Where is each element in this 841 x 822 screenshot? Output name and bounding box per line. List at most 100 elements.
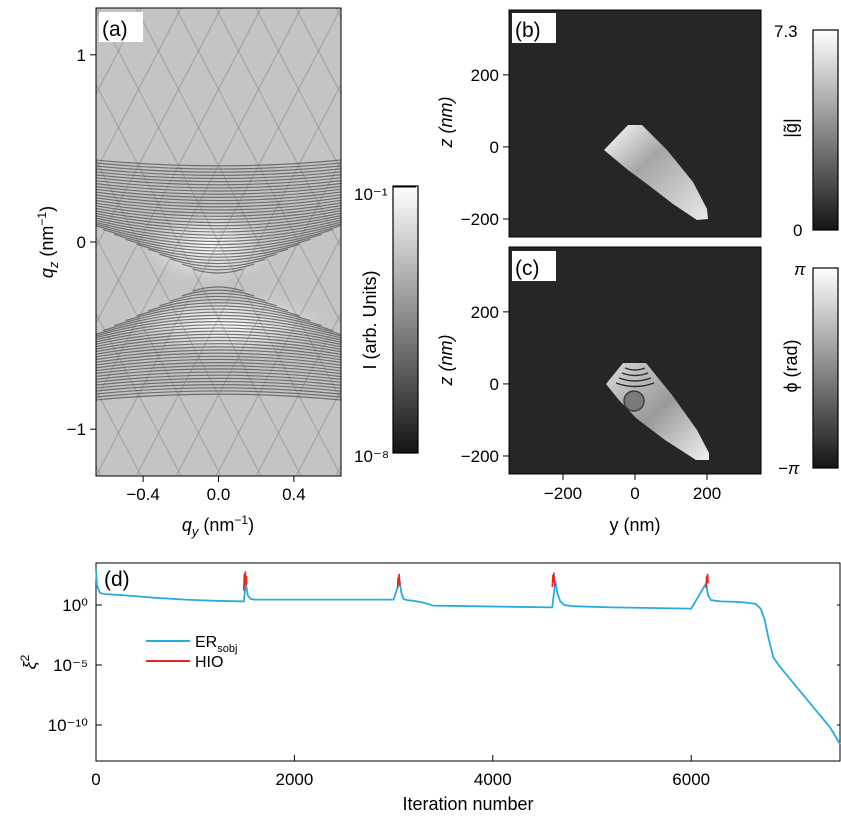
panel-a-fringe (96, 336, 341, 350)
panel-a-fringe (96, 384, 341, 392)
panel-a-fringe (96, 185, 341, 195)
panel-d: 0 2000 4000 6000 10⁰ 10⁻⁵ 10⁻¹⁰ (d) Iteration … (18, 562, 841, 814)
panel-a-fringe (96, 368, 341, 378)
panel-a-streak (175, 159, 341, 476)
panel-a-ytick-label: 0 (77, 233, 86, 252)
panel-c-ylabel: z (nm) (436, 335, 456, 387)
panel-a-fringe (96, 333, 341, 348)
panel-a: −0.4 0.0 0.4 1 0 −1 (a) qz (nm−1) qy (nm−1) 1… (35, 7, 419, 539)
panel-a-fringe (181, 263, 255, 271)
panel-a-streak (96, 83, 302, 476)
panel-b-ticks: 200 0 −200 (461, 66, 509, 229)
panel-a-fringe (96, 358, 341, 369)
panel-c-label: (c) (515, 257, 540, 280)
panel-a-fringe (114, 308, 322, 327)
panel-a-label: (a) (102, 18, 128, 41)
panel-c-xtick-label: 0 (630, 484, 639, 503)
panel-a-fringe (96, 314, 341, 336)
panel-c-xtick-label: −200 (544, 484, 582, 503)
panel-d-axes (95, 562, 841, 762)
panel-a-colorbar-label: I (arb. Units) (360, 270, 380, 369)
panel-a-streak (96, 388, 142, 476)
panel-a-fringe (96, 374, 341, 383)
panel-a-fringe (159, 295, 277, 307)
panel-b-ytick-label: 0 (490, 138, 499, 157)
panel-a-fringe (96, 165, 341, 173)
panel-c-rings (615, 367, 655, 412)
panel-a-ytick-label: −1 (67, 420, 86, 439)
panel-a-streak (135, 83, 341, 476)
panel-b-object (604, 125, 708, 220)
panel-a-colorbar-max: 10⁻¹ (354, 185, 388, 204)
panel-a-fringe (170, 292, 266, 302)
panel-a-fringe (96, 317, 341, 337)
panel-a-fringe (96, 221, 341, 239)
panel-a-fringe (96, 212, 341, 227)
panel-a-fringe (96, 171, 341, 180)
panel-a-fringe (96, 330, 341, 346)
panel-a-fringe (96, 188, 341, 198)
panel-a-streak (96, 312, 182, 476)
panel-a-fringe (96, 205, 341, 217)
series-hio-line (396, 573, 401, 589)
panel-a-fringe (96, 352, 341, 364)
panel-a-streak (175, 8, 341, 325)
panel-a-fringe (96, 349, 341, 361)
panel-a-fringe (96, 207, 341, 221)
panel-a-fringe (136, 243, 300, 258)
panel-c-colorbar-min: −π (778, 459, 800, 478)
panel-a-fringe (96, 223, 341, 243)
panel-a-pattern (96, 8, 341, 476)
panel-a-streak (255, 312, 341, 476)
panel-b-ytick-label: 200 (471, 66, 499, 85)
panel-c-xlabel: y (nm) (610, 515, 661, 535)
panel-a-fringe (96, 343, 341, 355)
panel-b-colorbar-max: 7.3 (774, 22, 798, 41)
panel-a-fringe (170, 258, 266, 268)
legend-er-label: ERsobj (195, 634, 237, 655)
panel-d-ylabel: ξ2 (18, 654, 40, 669)
panel-a-fringe (96, 377, 341, 386)
panel-a-fringe (96, 177, 341, 186)
panel-a-fringe (114, 233, 322, 252)
panel-c-object (606, 363, 709, 460)
panel-a-streak (96, 8, 302, 401)
panel-a-fringe (96, 327, 341, 343)
panel-c: 200 0 −200 −200 0 200 (c) z (nm) y (nm) π −π … (436, 246, 839, 535)
panel-a-fringe (96, 162, 341, 170)
panel-a-streak (295, 8, 341, 96)
series-er-line (95, 568, 841, 745)
panel-d-xtick-label: 4000 (474, 770, 512, 789)
panel-c-xtick-label: 200 (693, 484, 721, 503)
panel-a-fringe (96, 224, 341, 246)
panel-c-ytick-label: −200 (461, 447, 499, 466)
panel-a-streak (96, 235, 222, 476)
series-hio-line (243, 571, 248, 591)
panel-b: 200 0 −200 (b) z (nm) 7.3 0 |g̃| (436, 9, 839, 240)
panel-a-fringe (96, 324, 341, 341)
panel-a-streak (295, 388, 341, 476)
panel-a-fringe (102, 228, 334, 249)
panel-a-ylabel: qz (nm−1) (35, 206, 61, 278)
panel-d-xtick-label: 0 (91, 770, 100, 789)
panel-a-streak (96, 8, 341, 476)
series-hio-line (551, 572, 556, 588)
panel-a-ytick-label: 1 (77, 46, 86, 65)
panel-a-xlabel: qy (nm−1) (182, 513, 254, 539)
panel-c-ytick-label: 0 (490, 375, 499, 394)
panel-d-xlabel: Iteration number (402, 794, 533, 814)
panel-a-fringe (96, 365, 341, 375)
panel-a-fringe (96, 346, 341, 358)
panel-a-fringe (96, 217, 341, 233)
panel-d-label: (d) (104, 568, 130, 591)
panel-a-streak (96, 8, 222, 249)
panel-a-streak (96, 159, 262, 476)
panel-a-fringe (96, 371, 341, 381)
panel-a-streak (96, 8, 182, 172)
panel-d-ytick-label: 10⁰ (62, 596, 88, 615)
panel-a-fringe (147, 299, 289, 312)
panel-a-fringe (102, 311, 334, 332)
panel-a-streak (96, 8, 262, 325)
panel-a-fringe (96, 194, 341, 205)
